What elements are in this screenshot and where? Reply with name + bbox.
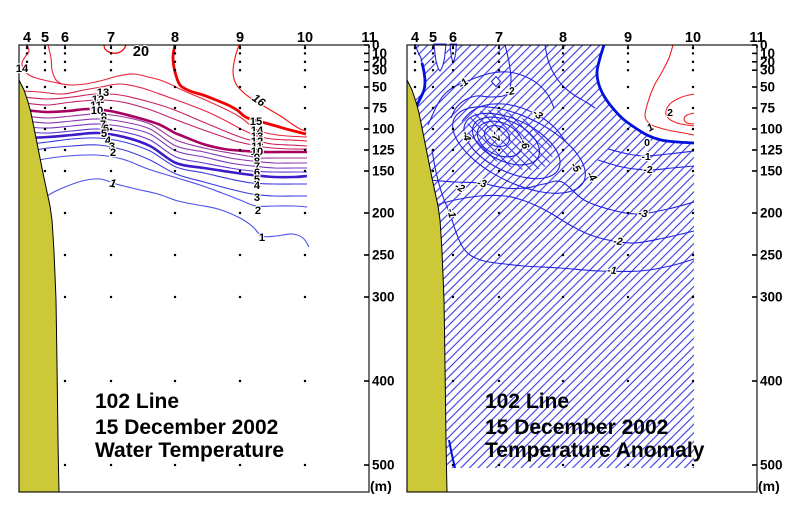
svg-text:100: 100 [760,122,783,137]
svg-text:13: 13 [251,131,263,143]
svg-text:12: 12 [251,136,263,148]
svg-text:6: 6 [449,30,457,46]
svg-text:9: 9 [236,30,244,46]
svg-text:500: 500 [372,458,395,473]
svg-text:7: 7 [495,30,503,46]
svg-text:(m): (m) [370,478,392,494]
svg-text:-2: -2 [504,85,515,98]
svg-text:7: 7 [254,161,260,173]
svg-text:-2: -2 [643,164,652,176]
svg-text:5: 5 [254,174,260,186]
svg-text:400: 400 [760,374,783,389]
svg-text:8: 8 [559,30,567,46]
svg-text:150: 150 [372,164,395,179]
svg-text:2: 2 [667,107,673,119]
svg-text:7: 7 [100,119,106,131]
svg-text:11: 11 [251,141,263,153]
svg-text:5: 5 [429,30,437,46]
svg-text:-2: -2 [613,235,624,248]
svg-text:1: 1 [259,232,265,244]
svg-text:8: 8 [254,156,260,168]
svg-text:10: 10 [91,105,103,117]
svg-text:0: 0 [372,38,380,53]
svg-text:6: 6 [103,123,109,135]
svg-text:(m): (m) [758,478,780,494]
svg-text:3: 3 [254,192,260,204]
svg-text:0: 0 [760,38,768,53]
svg-text:200: 200 [760,206,783,221]
svg-text:10: 10 [760,46,775,61]
svg-text:11: 11 [749,30,764,46]
svg-text:6: 6 [254,167,260,179]
svg-text:15 December 2002: 15 December 2002 [95,416,278,439]
svg-text:75: 75 [760,101,776,116]
svg-text:14: 14 [16,63,29,75]
svg-text:3: 3 [109,141,115,153]
svg-text:15: 15 [250,116,262,128]
svg-text:400: 400 [372,374,395,389]
svg-text:8: 8 [171,30,179,46]
svg-text:4: 4 [411,30,419,46]
svg-text:Water Temperature: Water Temperature [95,439,284,462]
svg-text:9: 9 [254,152,260,164]
svg-text:20: 20 [372,54,387,69]
svg-text:4: 4 [105,135,112,147]
svg-text:20: 20 [760,54,775,69]
svg-text:11: 11 [361,30,376,46]
svg-text:300: 300 [372,290,395,305]
svg-text:-1: -1 [444,207,458,219]
svg-text:9: 9 [101,111,107,123]
svg-text:Temperature Anomaly: Temperature Anomaly [485,439,705,462]
svg-text:500: 500 [760,458,783,473]
svg-text:13: 13 [97,87,109,99]
svg-text:125: 125 [372,143,395,158]
svg-text:-3: -3 [637,207,648,220]
svg-text:75: 75 [372,101,388,116]
svg-text:100: 100 [372,122,395,137]
svg-text:300: 300 [760,290,783,305]
svg-text:10: 10 [372,46,387,61]
svg-text:30: 30 [372,63,387,78]
svg-text:-3: -3 [476,177,487,190]
svg-text:7: 7 [107,30,115,46]
svg-text:11: 11 [90,100,102,112]
svg-text:1: 1 [109,178,117,191]
svg-text:-7: -7 [489,131,502,143]
svg-text:8: 8 [101,115,107,127]
svg-text:6: 6 [61,30,69,46]
svg-text:250: 250 [372,248,395,263]
svg-text:10: 10 [251,146,263,158]
svg-text:14: 14 [251,125,264,137]
svg-text:15 December 2002: 15 December 2002 [485,416,668,439]
svg-text:0: 0 [644,137,650,149]
svg-text:50: 50 [760,80,775,95]
svg-text:102 Line: 102 Line [485,390,569,413]
svg-text:250: 250 [760,248,783,263]
svg-text:102 Line: 102 Line [95,390,179,413]
svg-text:10: 10 [297,30,313,46]
svg-text:2: 2 [110,147,116,159]
svg-text:125: 125 [760,143,783,158]
svg-text:200: 200 [372,206,395,221]
svg-text:4: 4 [254,180,261,192]
svg-text:9: 9 [624,30,632,46]
svg-text:-4: -4 [459,130,473,142]
svg-text:2: 2 [255,205,261,217]
svg-text:150: 150 [760,164,783,179]
svg-text:-1: -1 [641,151,650,163]
svg-text:50: 50 [372,80,387,95]
svg-text:10: 10 [685,30,701,46]
svg-text:5: 5 [41,30,49,46]
svg-text:12: 12 [92,94,104,106]
svg-text:5: 5 [101,128,107,140]
svg-text:20: 20 [133,44,149,60]
svg-text:30: 30 [760,63,775,78]
svg-text:-1: -1 [607,264,618,277]
svg-text:4: 4 [23,30,31,46]
